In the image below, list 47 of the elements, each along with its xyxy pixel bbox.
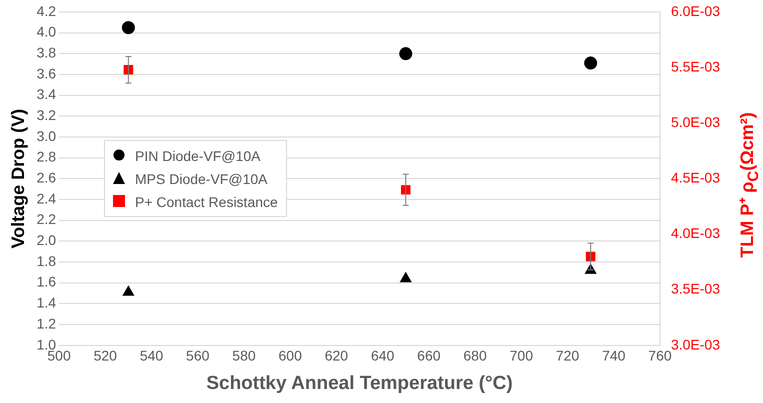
y-tick-label: 2.2 <box>36 211 56 228</box>
y-tick-label: 1.6 <box>36 274 56 290</box>
y-tick-label: 3.6 <box>36 65 56 82</box>
x-tick-label: 580 <box>232 348 256 364</box>
y-tick-label: 2.4 <box>36 190 56 206</box>
x-tick-label: 620 <box>324 348 348 364</box>
x-tick-label: 720 <box>556 348 580 364</box>
point <box>400 272 412 282</box>
x-tick-label: 560 <box>186 348 210 364</box>
x-tick-label: 540 <box>140 348 164 364</box>
x-tick-label: 700 <box>510 348 534 364</box>
point <box>122 21 135 34</box>
y2-tick-label: 5.0E-03 <box>670 114 720 130</box>
y-tick-label: 1.4 <box>36 294 56 311</box>
y-tick-label: 3.2 <box>36 107 56 124</box>
x-tick-label: 600 <box>278 348 302 364</box>
y2-tick-label: 3.0E-03 <box>670 336 720 352</box>
legend-label: PIN Diode-VF@10A <box>135 148 260 164</box>
y2-tick-label: 4.5E-03 <box>670 170 720 186</box>
x-axis-title: Schottky Anneal Temperature (°C) <box>206 372 513 394</box>
x-tick-label: 660 <box>417 348 441 364</box>
y2-tick-label: 4.0E-03 <box>670 225 720 242</box>
x-tick-label: 520 <box>94 348 118 364</box>
point <box>584 56 598 70</box>
y-tick-label: 2.8 <box>36 148 56 165</box>
text: 2.0 <box>36 232 56 248</box>
y-tick-label: 3.8 <box>36 44 56 61</box>
y-tick-label: 1.8 <box>36 252 56 269</box>
y2-tick-label: 3.5E-03 <box>670 280 720 297</box>
y-axis-title: Voltage Drop (V) <box>8 108 28 249</box>
y-tick-label: 3.4 <box>36 86 56 102</box>
y-tick-label: 4.2 <box>36 2 56 19</box>
y2-tick-label: 5.5E-03 <box>670 58 720 74</box>
x-tick-label: 740 <box>602 348 626 364</box>
point <box>399 47 412 60</box>
x-tick-label: 760 <box>648 348 672 364</box>
y-tick-label: 2.6 <box>36 170 56 186</box>
x-tick-label: 640 <box>370 348 395 364</box>
text: 4.0 <box>36 24 56 40</box>
text: 3.0 <box>36 128 56 144</box>
y-tick-label: 1.2 <box>36 315 56 332</box>
legend-label: P+ Contact Resistance <box>135 194 278 210</box>
point <box>122 286 134 296</box>
legend-label: MPS Diode-VF@10A <box>135 170 268 186</box>
y2-tick-label: 6.0E-03 <box>670 2 720 19</box>
text: 1.0 <box>36 336 56 352</box>
x-tick-label: 680 <box>463 348 487 364</box>
